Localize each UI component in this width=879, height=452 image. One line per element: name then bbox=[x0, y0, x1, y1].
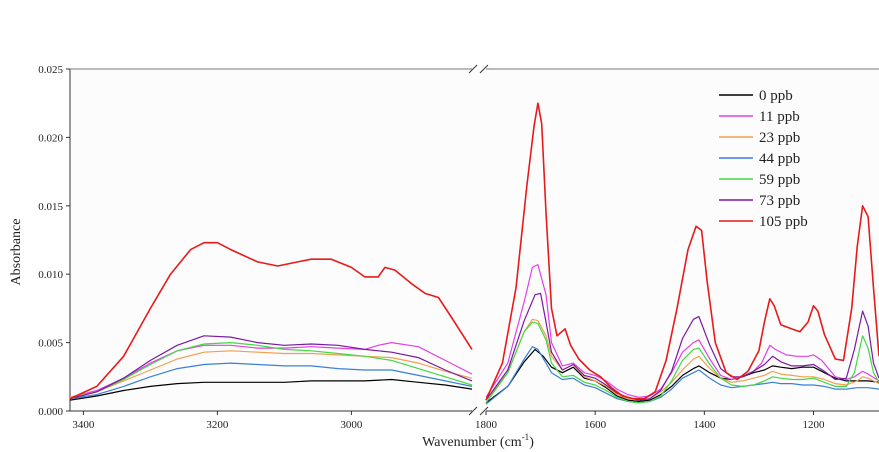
series-line-73-ppb-right bbox=[485, 292, 879, 401]
x-tick-label: 3400 bbox=[72, 419, 95, 431]
axis-break-mark bbox=[479, 64, 489, 74]
y-tick-label: 0.010 bbox=[38, 269, 63, 281]
axis-break-mark bbox=[468, 406, 478, 416]
series-line-73-ppb-left bbox=[69, 335, 473, 400]
series-line-0-ppb-right bbox=[485, 348, 879, 404]
series-line-59-ppb-right bbox=[485, 321, 879, 404]
series-line-23-ppb-left bbox=[69, 350, 473, 398]
series-line-0-ppb-left bbox=[69, 378, 473, 401]
x-axis-label-sup: -1 bbox=[522, 432, 530, 442]
y-tick-label: 0.015 bbox=[38, 201, 63, 213]
y-tick-label: 0.020 bbox=[38, 132, 63, 144]
axis-break-mark bbox=[479, 406, 489, 416]
legend-label: 73 ppb bbox=[759, 193, 800, 209]
y-axis-label: Absorbance bbox=[9, 219, 24, 286]
legend: 0 ppb 11 ppb 23 ppb 44 ppb 59 ppb 73 ppb 105 p… bbox=[719, 88, 808, 230]
series-line-105-ppb-left bbox=[69, 241, 473, 400]
x-tick-label: 1400 bbox=[693, 419, 716, 431]
y-tick-label: 0.025 bbox=[38, 64, 63, 76]
x-tick-label: 1200 bbox=[803, 419, 826, 431]
plot-area bbox=[70, 69, 879, 411]
legend-label: 59 ppb bbox=[759, 172, 800, 188]
series-line-44-ppb-left bbox=[69, 362, 473, 400]
series-line-44-ppb-right bbox=[485, 346, 879, 405]
series-line-11-ppb-right bbox=[485, 264, 879, 398]
series-line-23-ppb-right bbox=[485, 318, 879, 401]
x-axis-label: Wavenumber (cm-1) bbox=[422, 432, 534, 450]
x-axis-label-close: ) bbox=[529, 435, 534, 450]
series-lines bbox=[69, 102, 879, 405]
legend-label: 0 ppb bbox=[759, 88, 793, 104]
x-tick-label: 1800 bbox=[475, 419, 498, 431]
series-line-11-ppb-left bbox=[69, 342, 473, 398]
legend-label: 11 ppb bbox=[759, 109, 800, 125]
legend-label: 44 ppb bbox=[759, 151, 800, 167]
y-tick-label: 0.000 bbox=[38, 406, 63, 418]
x-tick-label: 1600 bbox=[584, 419, 607, 431]
series-line-59-ppb-left bbox=[69, 342, 473, 400]
axes bbox=[66, 64, 879, 416]
y-tick-label: 0.005 bbox=[38, 338, 63, 350]
tick-labels: 0.000 0.005 0.010 0.015 0.020 0.025 3400 3200 30… bbox=[38, 64, 825, 431]
axis-break-mark bbox=[468, 64, 478, 74]
x-tick-label: 3200 bbox=[206, 419, 229, 431]
series-line-105-ppb-right bbox=[485, 102, 879, 401]
x-axis-label-text: Wavenumber (cm bbox=[422, 435, 522, 450]
x-tick-label: 3000 bbox=[340, 419, 363, 431]
legend-label: 23 ppb bbox=[759, 130, 800, 146]
legend-label: 105 ppb bbox=[759, 214, 808, 230]
